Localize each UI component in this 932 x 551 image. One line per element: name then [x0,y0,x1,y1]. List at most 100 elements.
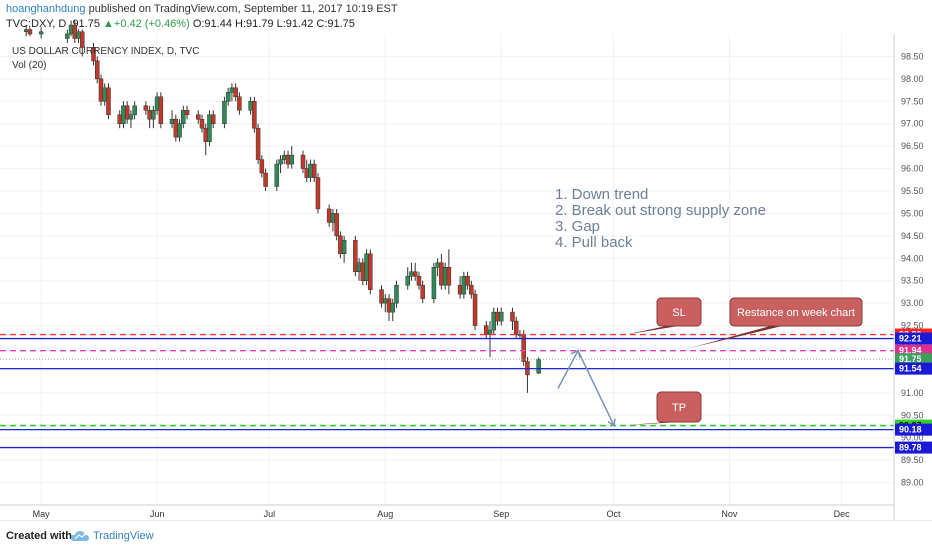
price-label-text: 89.78 [899,443,922,453]
candle-body [338,235,343,255]
created-with-text: Created with [6,530,73,542]
candle-body [27,29,33,35]
candle-body [237,96,242,111]
publisher-link[interactable]: hoanghanhdung [6,3,86,15]
time-axis: May Jun Jul Aug Sep Oct Nov Dec [33,509,850,519]
candle-body [341,240,347,255]
candle-body [308,163,313,178]
candle-body [158,96,164,124]
candle [128,110,134,129]
candle-body [23,29,29,33]
candle [184,105,190,120]
trend-note: 2. Break out strong supply zone [555,202,766,219]
candle [263,168,268,191]
candle [80,29,85,57]
candle-body [356,262,362,272]
candle [364,249,369,286]
projection-arrows [557,349,616,427]
candle [132,101,137,120]
candle [472,289,478,331]
candle-body [289,154,295,165]
candle-body [203,127,208,142]
candle [27,27,33,37]
change-text: ▲+0.42 (+0.46%) [103,18,190,30]
trend-note: 3. Gap [555,218,600,235]
candle-body [446,267,452,286]
y-tick-label: 90.00 [901,433,924,443]
price-label-text: 91.54 [899,364,922,374]
candle-body [416,275,422,286]
candle-body [536,358,541,374]
candle-body [124,105,130,120]
candle [91,42,96,66]
candle [379,285,384,308]
y-tick-label: 91.00 [901,388,924,398]
candle-body [177,123,182,138]
candle [431,262,437,304]
candle [353,235,358,277]
price-label-box [895,362,932,375]
open-text: O:91.44 [192,18,232,30]
candle-body [457,284,463,295]
candle-body [184,110,190,115]
y-tick-label: 96.50 [901,141,924,151]
tradingview-brand-link[interactable]: TradingView [93,530,154,542]
published-text: published on TradingView.com, September … [85,3,398,15]
y-tick-label: 95.50 [901,186,924,196]
price-label-text: 90.18 [899,425,922,435]
candle [196,110,201,124]
candle [341,235,347,263]
candle-body [132,105,137,115]
candle-body [229,87,235,93]
candle [334,208,339,241]
candle [498,307,504,326]
candle-body [65,33,70,39]
candle [38,27,44,39]
high-text: H:91.79 [235,18,274,30]
candle-body [72,24,78,39]
candle-body [435,262,440,268]
candle-body [259,159,265,174]
candle [143,101,149,115]
candle-body [386,298,392,313]
resistance-callout-box [729,297,863,327]
candle-body [121,105,126,124]
trend-note: 4. Pull back [555,234,633,251]
candle-body [390,302,396,313]
candle [412,262,418,281]
candle [158,92,164,129]
tp-callout: TP [622,391,702,426]
candle-body [233,87,238,98]
tradingview-cloud-icon [70,531,89,541]
candle-body [498,311,504,322]
resistance-callout-pointer [690,326,783,348]
resistance-callout: Restance on week chart [690,297,863,348]
candle [521,330,526,366]
candle-series [23,20,541,393]
candle-body [439,262,444,286]
y-tick-label: 93.00 [901,298,924,308]
candle [405,267,410,290]
candle-body [461,275,467,295]
candle [513,316,519,340]
candle-body [106,87,111,115]
candle-body [326,208,332,223]
x-tick-label: Nov [721,509,738,519]
sl-callout-text: SL [672,307,685,319]
volume-label: Vol (20) [12,60,46,71]
price-label-box [895,353,932,366]
y-tick-label: 92.50 [901,321,924,331]
candle-body [311,163,317,178]
price-label-box [895,441,932,454]
candle [106,83,111,120]
candle [311,159,317,183]
candle [278,155,283,174]
candle [394,280,399,308]
price-label-box [895,332,932,345]
sl-callout-pointer [626,326,679,335]
ohlc-line: TVC:DXY, D 91.75 ▲+0.42 (+0.46%) O:91.44… [6,18,355,30]
candle [390,298,396,322]
y-tick-label: 97.50 [901,96,924,106]
